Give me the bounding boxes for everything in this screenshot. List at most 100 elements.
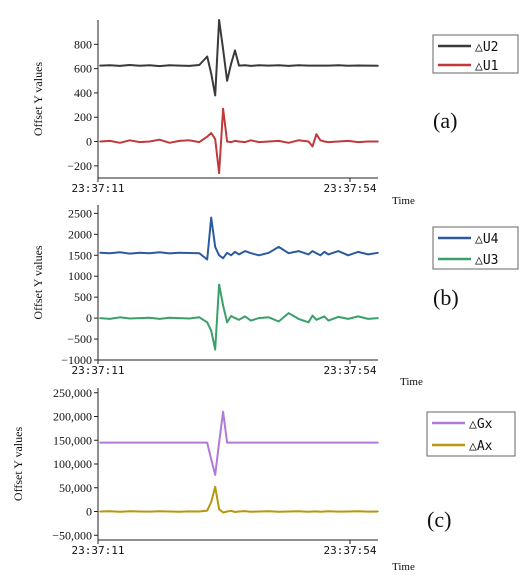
data-point — [198, 316, 201, 319]
data-point — [198, 64, 201, 66]
data-point — [311, 64, 314, 67]
y-tick-label: 1500 — [68, 248, 92, 262]
data-point — [307, 441, 310, 444]
data-point — [323, 64, 326, 67]
data-point — [148, 316, 151, 319]
data-point — [178, 251, 181, 254]
y-axis-label: Offset Y values — [11, 427, 25, 502]
data-point — [287, 510, 290, 513]
data-point — [119, 65, 121, 67]
data-point — [297, 64, 300, 67]
x-tick-label: 23:37:54 — [324, 544, 377, 557]
data-point — [277, 441, 280, 444]
data-point — [347, 510, 350, 513]
data-point — [206, 509, 209, 512]
series-line-1 — [99, 19, 379, 97]
legend-label: △Ax — [469, 439, 493, 454]
data-point — [315, 133, 318, 136]
data-point — [206, 258, 209, 261]
y-tick-label: 250,000 — [53, 386, 92, 400]
x-axis-label: Time — [392, 195, 415, 207]
data-point — [230, 315, 232, 317]
data-point — [315, 441, 318, 444]
data-point — [323, 510, 326, 513]
data-point — [319, 254, 322, 257]
data-point — [188, 139, 191, 142]
data-point — [210, 72, 212, 75]
data-point — [148, 64, 151, 67]
data-point — [337, 64, 340, 67]
data-point — [226, 441, 228, 444]
data-point — [238, 64, 240, 67]
panel-label: (b) — [433, 285, 459, 310]
data-point — [277, 510, 280, 513]
legend: △U4△U3 — [432, 226, 519, 270]
data-point — [357, 315, 359, 318]
legend: △U2△U1 — [432, 34, 519, 74]
data-point — [210, 458, 212, 461]
data-point — [222, 304, 224, 307]
data-point — [377, 510, 379, 513]
data-point — [267, 64, 270, 67]
data-point — [244, 510, 246, 512]
data-point — [327, 319, 330, 322]
data-point — [128, 139, 131, 142]
data-point — [267, 140, 270, 143]
data-point — [319, 64, 322, 67]
data-point — [178, 64, 181, 67]
data-point — [287, 441, 290, 444]
data-point — [226, 140, 228, 143]
x-tick-label: 23:37:11 — [72, 544, 125, 557]
data-point — [277, 320, 280, 323]
data-point — [222, 511, 224, 514]
y-tick-label: 1000 — [68, 269, 92, 283]
data-point — [109, 64, 111, 67]
x-tick-label: 23:37:11 — [72, 182, 125, 195]
data-point — [99, 317, 101, 319]
data-point — [319, 441, 322, 444]
data-point — [347, 441, 350, 444]
data-point — [377, 64, 379, 67]
data-point — [311, 145, 314, 148]
data-point — [377, 251, 379, 254]
data-point — [297, 510, 300, 513]
data-point — [267, 316, 270, 319]
data-point — [250, 252, 252, 254]
data-point — [323, 140, 326, 143]
data-point — [218, 441, 220, 444]
data-point — [148, 510, 151, 513]
data-point — [347, 318, 350, 320]
data-point — [244, 315, 246, 318]
data-point — [222, 107, 224, 110]
data-point — [377, 317, 379, 319]
data-point — [267, 441, 270, 444]
y-tick-label: 200 — [74, 110, 92, 124]
data-point — [198, 441, 201, 444]
legend-label: △Gx — [469, 417, 493, 432]
data-point — [178, 510, 181, 513]
data-point — [244, 141, 246, 143]
data-point — [323, 441, 326, 444]
legend: △Gx △Ax — [426, 411, 516, 457]
data-point — [377, 441, 379, 444]
panel-label: (a) — [433, 108, 457, 133]
data-point — [244, 250, 246, 252]
data-point — [250, 441, 252, 444]
data-point — [357, 64, 359, 67]
data-point — [337, 250, 340, 252]
data-point — [99, 140, 101, 143]
data-point — [109, 140, 111, 142]
data-point — [188, 317, 191, 320]
data-point — [168, 441, 171, 444]
data-point — [297, 139, 300, 142]
data-point — [188, 65, 191, 67]
chart-panel-3: −50,000 0 50,000 100,000 150,000 200,000 250,0… — [11, 386, 516, 573]
data-point — [307, 253, 310, 256]
y-tick-label: 0 — [86, 311, 92, 325]
data-point — [218, 254, 220, 257]
data-point — [258, 64, 260, 67]
data-point — [327, 141, 330, 143]
data-point — [311, 250, 314, 252]
data-point — [178, 441, 181, 444]
